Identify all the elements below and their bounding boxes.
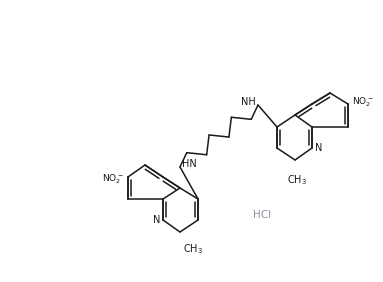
Text: NO$_2^-$: NO$_2^-$ (102, 172, 124, 186)
Text: CH$_3$: CH$_3$ (287, 173, 307, 187)
Text: HN: HN (182, 159, 197, 169)
Text: HCl: HCl (253, 210, 271, 220)
Text: NO$_2^-$: NO$_2^-$ (352, 95, 374, 109)
Text: N: N (315, 143, 322, 153)
Text: NH: NH (241, 97, 256, 107)
Text: CH$_3$: CH$_3$ (183, 242, 203, 256)
Text: N: N (152, 215, 160, 225)
